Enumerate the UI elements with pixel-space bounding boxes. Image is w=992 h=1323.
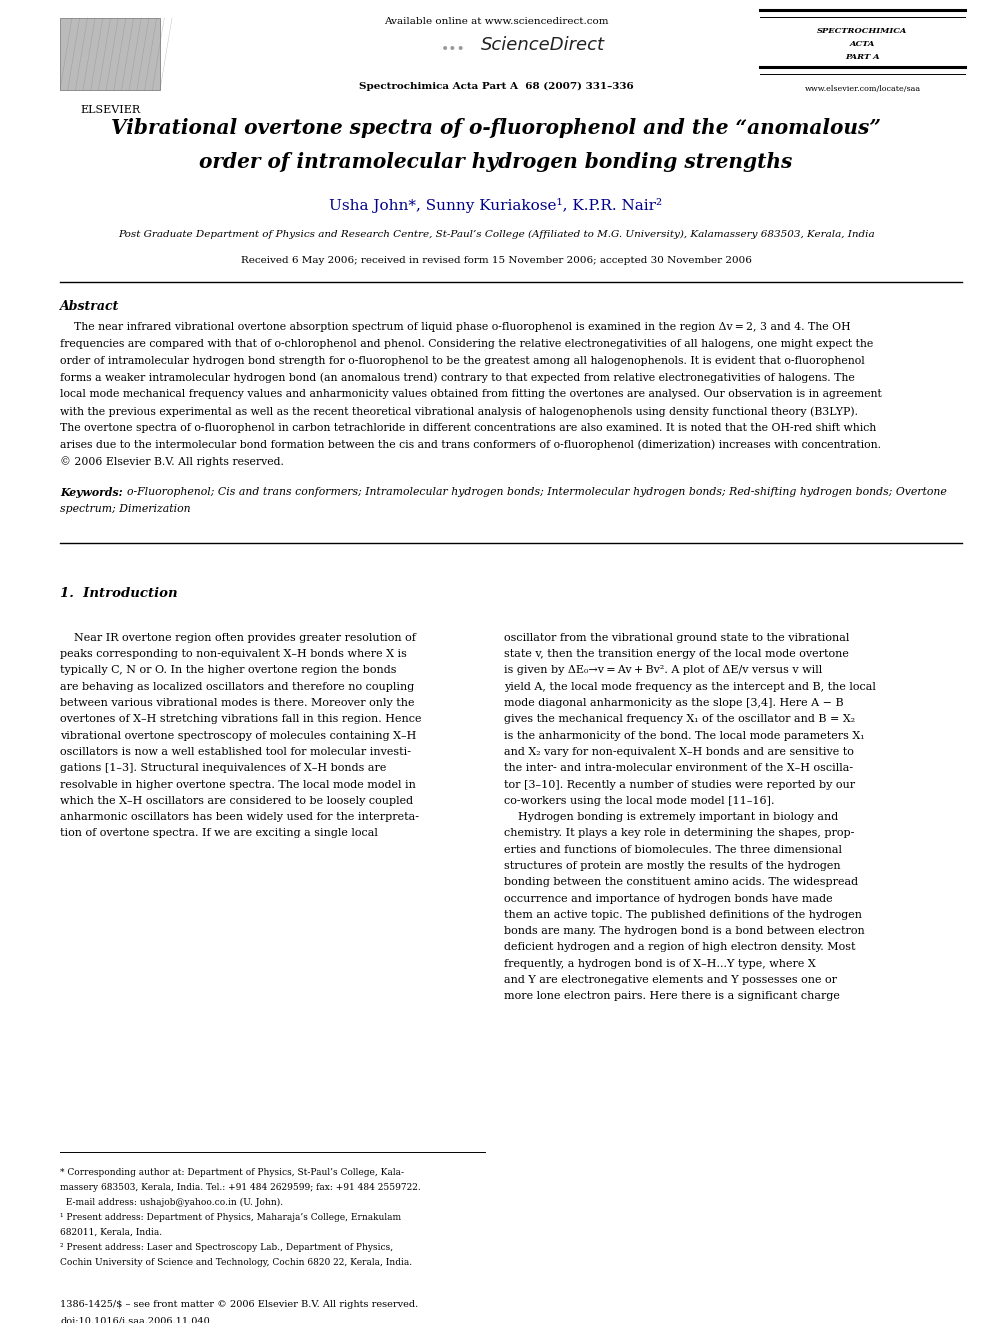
Text: ScienceDirect: ScienceDirect	[481, 36, 605, 54]
Text: tion of overtone spectra. If we are exciting a single local: tion of overtone spectra. If we are exci…	[60, 828, 378, 839]
Text: bonding between the constituent amino acids. The widespread: bonding between the constituent amino ac…	[504, 877, 858, 888]
Text: the inter- and intra-molecular environment of the X–H oscilla-: the inter- and intra-molecular environme…	[504, 763, 853, 773]
Text: 1386-1425/$ – see front matter © 2006 Elsevier B.V. All rights reserved.: 1386-1425/$ – see front matter © 2006 El…	[60, 1301, 419, 1308]
Text: www.elsevier.com/locate/saa: www.elsevier.com/locate/saa	[805, 85, 921, 93]
Text: which the X–H oscillators are considered to be loosely coupled: which the X–H oscillators are considered…	[60, 796, 413, 806]
Bar	[60, 19, 160, 90]
Text: peaks corresponding to non-equivalent X–H bonds where X is: peaks corresponding to non-equivalent X–…	[60, 650, 407, 659]
Text: yield A, the local mode frequency as the intercept and B, the local: yield A, the local mode frequency as the…	[504, 681, 876, 692]
Text: erties and functions of biomolecules. The three dimensional: erties and functions of biomolecules. Th…	[504, 844, 842, 855]
Text: with the previous experimental as well as the recent theoretical vibrational ana: with the previous experimental as well a…	[60, 406, 858, 417]
Text: oscillators is now a well established tool for molecular investi-: oscillators is now a well established to…	[60, 747, 411, 757]
Text: mode diagonal anharmonicity as the slope [3,4]. Here A − B: mode diagonal anharmonicity as the slope…	[504, 699, 843, 708]
Text: tor [3–10]. Recently a number of studies were reported by our: tor [3–10]. Recently a number of studies…	[504, 779, 855, 790]
Text: •••: •••	[441, 42, 466, 56]
Text: and X₂ vary for non-equivalent X–H bonds and are sensitive to: and X₂ vary for non-equivalent X–H bonds…	[504, 747, 854, 757]
Text: PART A: PART A	[845, 53, 880, 61]
Text: Received 6 May 2006; received in revised form 15 November 2006; accepted 30 Nove: Received 6 May 2006; received in revised…	[241, 255, 751, 265]
Text: order of intramolecular hydrogen bond strength for o-fluorophenol to be the grea: order of intramolecular hydrogen bond st…	[60, 356, 865, 365]
Text: Hydrogen bonding is extremely important in biology and: Hydrogen bonding is extremely important …	[504, 812, 838, 822]
Text: Usha John*, Sunny Kuriakose¹, K.P.R. Nair²: Usha John*, Sunny Kuriakose¹, K.P.R. Nai…	[329, 198, 663, 213]
Text: E-mail address: ushajob@yahoo.co.in (U. John).: E-mail address: ushajob@yahoo.co.in (U. …	[60, 1199, 283, 1207]
Text: resolvable in higher overtone spectra. The local mode model in: resolvable in higher overtone spectra. T…	[60, 779, 416, 790]
Text: and Y are electronegative elements and Y possesses one or: and Y are electronegative elements and Y…	[504, 975, 837, 986]
Text: ² Present address: Laser and Spectroscopy Lab., Department of Physics,: ² Present address: Laser and Spectroscop…	[60, 1244, 393, 1252]
Text: Vibrational overtone spectra of o-fluorophenol and the “anomalous”: Vibrational overtone spectra of o-fluoro…	[111, 118, 881, 138]
Text: The overtone spectra of o-fluorophenol in carbon tetrachloride in different conc: The overtone spectra of o-fluorophenol i…	[60, 423, 876, 433]
Text: massery 683503, Kerala, India. Tel.: +91 484 2629599; fax: +91 484 2559722.: massery 683503, Kerala, India. Tel.: +91…	[60, 1183, 421, 1192]
Text: oscillator from the vibrational ground state to the vibrational: oscillator from the vibrational ground s…	[504, 632, 849, 643]
Text: ¹ Present address: Department of Physics, Maharaja’s College, Ernakulam: ¹ Present address: Department of Physics…	[60, 1213, 401, 1222]
Text: overtones of X–H stretching vibrations fall in this region. Hence: overtones of X–H stretching vibrations f…	[60, 714, 422, 724]
Text: are behaving as localized oscillators and therefore no coupling: are behaving as localized oscillators an…	[60, 681, 415, 692]
Text: frequently, a hydrogen bond is of X–H...Y type, where X: frequently, a hydrogen bond is of X–H...…	[504, 959, 815, 968]
Text: spectrum; Dimerization: spectrum; Dimerization	[60, 504, 190, 515]
Text: SPECTROCHIMICA: SPECTROCHIMICA	[817, 26, 908, 34]
Text: is the anharmonicity of the bond. The local mode parameters X₁: is the anharmonicity of the bond. The lo…	[504, 730, 865, 741]
Text: Spectrochimica Acta Part A  68 (2007) 331–336: Spectrochimica Acta Part A 68 (2007) 331…	[359, 82, 633, 91]
Text: typically C, N or O. In the higher overtone region the bonds: typically C, N or O. In the higher overt…	[60, 665, 397, 676]
Text: order of intramolecular hydrogen bonding strengths: order of intramolecular hydrogen bonding…	[199, 152, 793, 172]
Text: Abstract: Abstract	[60, 300, 119, 314]
Text: chemistry. It plays a key role in determining the shapes, prop-: chemistry. It plays a key role in determ…	[504, 828, 854, 839]
Text: 682011, Kerala, India.: 682011, Kerala, India.	[60, 1228, 162, 1237]
Text: forms a weaker intramolecular hydrogen bond (an anomalous trend) contrary to tha: forms a weaker intramolecular hydrogen b…	[60, 372, 855, 382]
Text: Available online at www.sciencedirect.com: Available online at www.sciencedirect.co…	[384, 17, 608, 26]
Text: gives the mechanical frequency X₁ of the oscillator and B = X₂: gives the mechanical frequency X₁ of the…	[504, 714, 855, 724]
Text: © 2006 Elsevier B.V. All rights reserved.: © 2006 Elsevier B.V. All rights reserved…	[60, 456, 284, 467]
Text: deficient hydrogen and a region of high electron density. Most: deficient hydrogen and a region of high …	[504, 942, 855, 953]
Text: them an active topic. The published definitions of the hydrogen: them an active topic. The published defi…	[504, 910, 862, 919]
Text: anharmonic oscillators has been widely used for the interpreta-: anharmonic oscillators has been widely u…	[60, 812, 419, 822]
Text: 1.  Introduction: 1. Introduction	[60, 587, 178, 599]
Text: local mode mechanical frequency values and anharmonicity values obtained from fi: local mode mechanical frequency values a…	[60, 389, 882, 400]
Text: doi:10.1016/j.saa.2006.11.040: doi:10.1016/j.saa.2006.11.040	[60, 1316, 209, 1323]
Text: ACTA: ACTA	[850, 40, 875, 48]
Text: state v, then the transition energy of the local mode overtone: state v, then the transition energy of t…	[504, 650, 849, 659]
Text: Cochin University of Science and Technology, Cochin 6820 22, Kerala, India.: Cochin University of Science and Technol…	[60, 1258, 412, 1267]
Text: structures of protein are mostly the results of the hydrogen: structures of protein are mostly the res…	[504, 861, 840, 871]
Text: * Corresponding author at: Department of Physics, St-Paul’s College, Kala-: * Corresponding author at: Department of…	[60, 1168, 404, 1177]
Text: Post Graduate Department of Physics and Research Centre, St-Paul’s College (Affi: Post Graduate Department of Physics and …	[118, 230, 874, 239]
Text: gations [1–3]. Structural inequivalences of X–H bonds are: gations [1–3]. Structural inequivalences…	[60, 763, 386, 773]
Text: ELSEVIER: ELSEVIER	[80, 105, 140, 115]
Text: arises due to the intermolecular bond formation between the cis and trans confor: arises due to the intermolecular bond fo…	[60, 439, 881, 450]
Text: o-Fluorophenol; Cis and trans conformers; Intramolecular hydrogen bonds; Intermo: o-Fluorophenol; Cis and trans conformers…	[120, 487, 946, 497]
Text: Keywords:: Keywords:	[60, 487, 123, 499]
Text: frequencies are compared with that of o-chlorophenol and phenol. Considering the: frequencies are compared with that of o-…	[60, 339, 873, 349]
Text: between various vibrational modes is there. Moreover only the: between various vibrational modes is the…	[60, 699, 415, 708]
Text: occurrence and importance of hydrogen bonds have made: occurrence and importance of hydrogen bo…	[504, 893, 832, 904]
Text: co-workers using the local mode model [11–16].: co-workers using the local mode model [1…	[504, 796, 775, 806]
Text: The near infrared vibrational overtone absorption spectrum of liquid phase o-flu: The near infrared vibrational overtone a…	[60, 321, 850, 332]
Text: is given by ΔE₀→v = Av + Bv². A plot of ΔE/v versus v will: is given by ΔE₀→v = Av + Bv². A plot of …	[504, 665, 822, 676]
Text: bonds are many. The hydrogen bond is a bond between electron: bonds are many. The hydrogen bond is a b…	[504, 926, 865, 937]
Text: vibrational overtone spectroscopy of molecules containing X–H: vibrational overtone spectroscopy of mol…	[60, 730, 417, 741]
Text: Near IR overtone region often provides greater resolution of: Near IR overtone region often provides g…	[60, 632, 416, 643]
Text: more lone electron pairs. Here there is a significant charge: more lone electron pairs. Here there is …	[504, 991, 840, 1002]
